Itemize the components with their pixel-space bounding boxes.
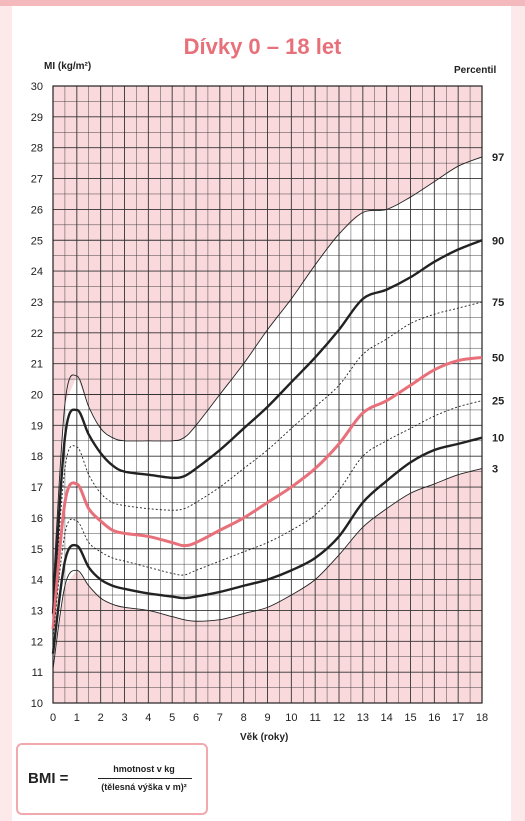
page-border-top [0,0,525,6]
series-line-p50 [51,355,483,630]
series-label-p50: 50 [492,352,504,364]
x-tick-label: 12 [333,712,345,724]
chart-title: Dívky 0 – 18 let [183,34,342,59]
y-tick-label: 17 [31,482,43,494]
x-tick-label: 0 [50,712,56,724]
x-tick-label: 18 [476,712,488,724]
x-tick-label: 3 [121,712,127,724]
x-tick-label: 1 [74,712,80,724]
y-tick-label: 14 [31,575,43,587]
series-line-p3 [52,468,483,670]
series-line-p90 [51,239,483,614]
y-tick-label: 20 [31,390,43,402]
series-label-p97: 97 [492,152,504,164]
x-tick-label: 13 [357,712,369,724]
y-tick-label: 27 [31,174,43,186]
y-tick-label: 29 [31,112,43,124]
y-tick-label: 11 [32,667,43,679]
x-tick-label: 9 [264,712,270,724]
series-label-p75: 75 [492,297,504,309]
y-tick-label: 21 [31,359,43,371]
formula-lhs: BMI = [28,770,69,787]
x-tick-label: 5 [169,712,175,724]
x-tick-label: 15 [404,712,416,724]
page-border-left [0,0,12,821]
plot-frame [52,85,483,704]
y-tick-label: 28 [31,143,43,155]
x-tick-label: 11 [309,712,320,724]
page-border-right [511,0,525,821]
y-tick-label: 24 [31,266,43,278]
y-tick-label: 13 [31,605,43,617]
series-label-p25: 25 [492,396,504,408]
x-tick-label: 14 [381,712,393,724]
series-line-p75 [52,301,483,623]
formula-box [16,743,208,815]
x-tick-label: 2 [98,712,104,724]
y-tick-label: 23 [31,297,43,309]
y-tick-label: 16 [31,513,43,525]
x-tick-label: 4 [145,712,151,724]
x-tick-label: 7 [217,712,223,724]
y-tick-label: 10 [31,698,43,710]
series-label-p90: 90 [492,235,504,247]
x-tick-label: 16 [428,712,440,724]
series-line-p10 [51,436,483,654]
formula-denominator: (tělesná výška v m)² [101,782,187,792]
x-tick-label: 8 [241,712,247,724]
formula-fraction-line [98,778,192,779]
x-tick-label: 6 [193,712,199,724]
y-tick-label: 18 [31,451,43,463]
formula-numerator: hmotnost v kg [113,764,175,774]
series-label-p3: 3 [492,464,498,476]
series-line-p97 [52,156,483,592]
x-tick-label: 17 [452,712,464,724]
y-axis-label: MI (kg/m²) [44,61,92,72]
y-tick-label: 15 [31,544,43,556]
y-tick-label: 30 [31,81,43,93]
series-label-p10: 10 [492,433,504,445]
y-axis-label-cut [38,61,44,75]
y-tick-label: 19 [31,420,43,432]
percentile-header: Percentil [454,65,497,76]
x-tick-label: 10 [285,712,297,724]
y-tick-label: 25 [31,235,43,247]
x-axis-label: Věk (roky) [240,732,289,743]
y-tick-label: 22 [31,328,43,340]
y-tick-label: 12 [31,636,43,648]
y-tick-label: 26 [31,204,43,216]
